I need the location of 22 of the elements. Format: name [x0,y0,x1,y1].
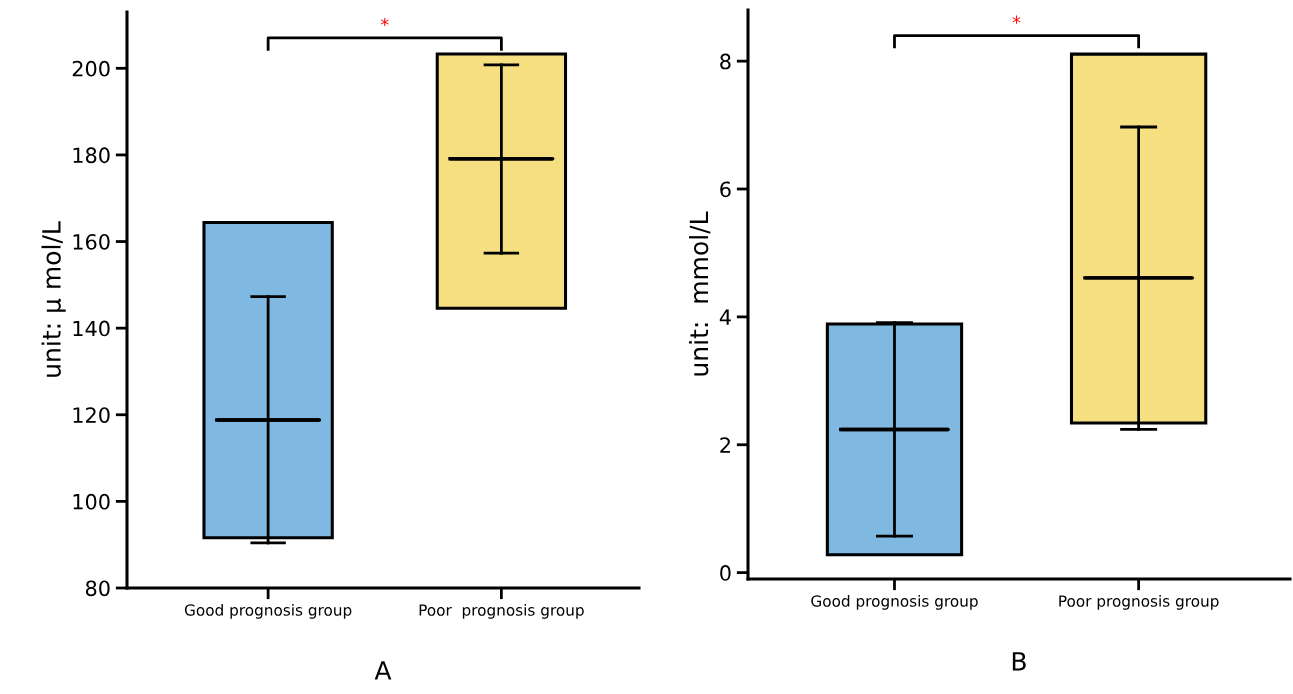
y-tick-label: 120 [73,407,110,423]
y-axis-title: unit: mmol/L [689,211,711,376]
y-tick-label: 6 [720,181,731,198]
annotation: * [380,17,389,27]
x-axis-title: A [374,661,392,680]
y-axis-title: unit: μ mol/L [41,221,66,377]
y-tick-label: 200 [72,60,110,77]
y-tick-label: 2 [720,437,730,453]
y-tick-label: 0 [720,565,731,581]
x-tick-label: Poor prognosis group [1059,594,1219,610]
y-tick-label: 4 [719,309,731,325]
y-tick-label: 160 [73,233,110,250]
y-tick-label: 8 [720,53,731,70]
y-tick-label: 100 [73,493,110,510]
y-tick-label: 140 [73,320,110,337]
x-tick-label: Good prognosis group [184,603,352,619]
annotation: * [1012,15,1021,24]
x-tick-label: Good prognosis group [811,594,978,610]
y-tick-label: 80 [85,580,110,597]
y-tick-label: 180 [73,147,110,164]
x-tick-label: Poor prognosis group [419,603,584,619]
x-axis-title: B [1012,652,1026,671]
